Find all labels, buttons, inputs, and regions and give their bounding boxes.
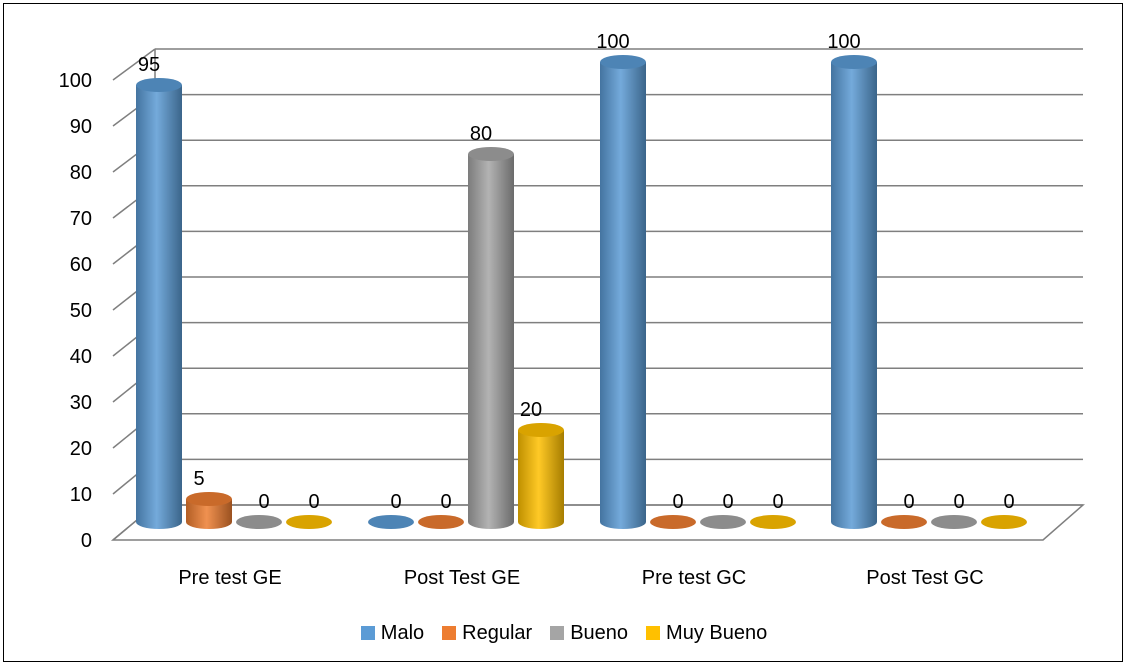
data-label: 0 [672, 491, 683, 513]
chart-legend: Malo Regular Bueno Muy Bueno [0, 618, 1128, 648]
legend-label: Bueno [570, 621, 629, 644]
legend-item: Regular [442, 622, 532, 645]
y-tick-label: 80 [70, 162, 92, 184]
chart-walls [110, 49, 1085, 541]
x-axis-labels: Pre test GE Post Test GE Pre test GC Post T… [178, 567, 983, 589]
bar-malo [136, 78, 182, 529]
data-label: 20 [520, 399, 542, 421]
data-label: 0 [772, 491, 783, 513]
data-label: 95 [138, 54, 160, 76]
bar-regular [418, 515, 464, 529]
data-label: 0 [390, 491, 401, 513]
bar-malo [600, 55, 646, 529]
bar-bueno [700, 515, 746, 529]
legend-label: Muy Bueno [666, 621, 768, 644]
y-tick-label: 70 [70, 208, 92, 230]
bar-malo [368, 515, 414, 529]
legend-label: Malo [380, 621, 425, 644]
data-label: 0 [1003, 491, 1014, 513]
data-label: 0 [722, 491, 733, 513]
legend-item: Bueno [550, 622, 628, 645]
y-tick-label: 100 [59, 70, 92, 92]
y-tick-label: 40 [70, 346, 92, 368]
bar-muy-bueno [750, 515, 796, 529]
bar-malo [831, 55, 877, 529]
bar-regular [881, 515, 927, 529]
bar-muy-bueno [286, 515, 332, 529]
data-label: 0 [953, 491, 964, 513]
data-label: 0 [903, 491, 914, 513]
legend-item: Malo [360, 621, 425, 645]
data-label: 100 [827, 31, 860, 53]
chart-frame [3, 3, 1123, 662]
y-tick-label: 20 [70, 438, 92, 460]
x-tick-label: Post Test GE [404, 567, 520, 589]
bar-regular [186, 492, 232, 529]
data-label: 0 [440, 491, 451, 513]
bar-muy-bueno [518, 423, 564, 529]
bar-bueno [236, 515, 282, 529]
x-tick-label: Post Test GC [866, 567, 983, 589]
y-tick-label: 30 [70, 392, 92, 414]
y-tick-label: 0 [81, 530, 92, 552]
bar-bueno [468, 147, 514, 529]
data-label: 0 [258, 491, 269, 513]
legend-item: Muy Bueno [646, 622, 767, 645]
data-labels: 95 5 0 0 0 0 80 20 100 0 0 0 100 0 0 0 [138, 31, 1015, 513]
data-label: 0 [308, 491, 319, 513]
gridline-side [112, 48, 156, 81]
y-tick-label: 10 [70, 484, 92, 506]
data-label: 100 [596, 31, 629, 53]
y-axis-ticks: 0 10 20 30 40 50 60 70 80 90 100 [59, 70, 92, 552]
y-tick-label: 60 [70, 254, 92, 276]
legend-swatch [360, 626, 375, 640]
bar-muy-bueno [981, 515, 1027, 529]
bar-regular [650, 515, 696, 529]
y-tick-label: 90 [70, 116, 92, 138]
legend-swatch [550, 626, 565, 640]
x-tick-label: Pre test GE [178, 567, 281, 589]
bar-bueno [931, 515, 977, 529]
data-label: 5 [193, 468, 204, 490]
data-label: 80 [470, 123, 492, 145]
y-tick-label: 50 [70, 300, 92, 322]
legend-swatch [442, 626, 457, 640]
x-tick-label: Pre test GC [642, 567, 746, 589]
chart-bars [136, 55, 1027, 529]
chart-gridlines [112, 48, 1083, 541]
legend-label: Regular [462, 621, 533, 644]
legend-swatch [646, 626, 661, 640]
